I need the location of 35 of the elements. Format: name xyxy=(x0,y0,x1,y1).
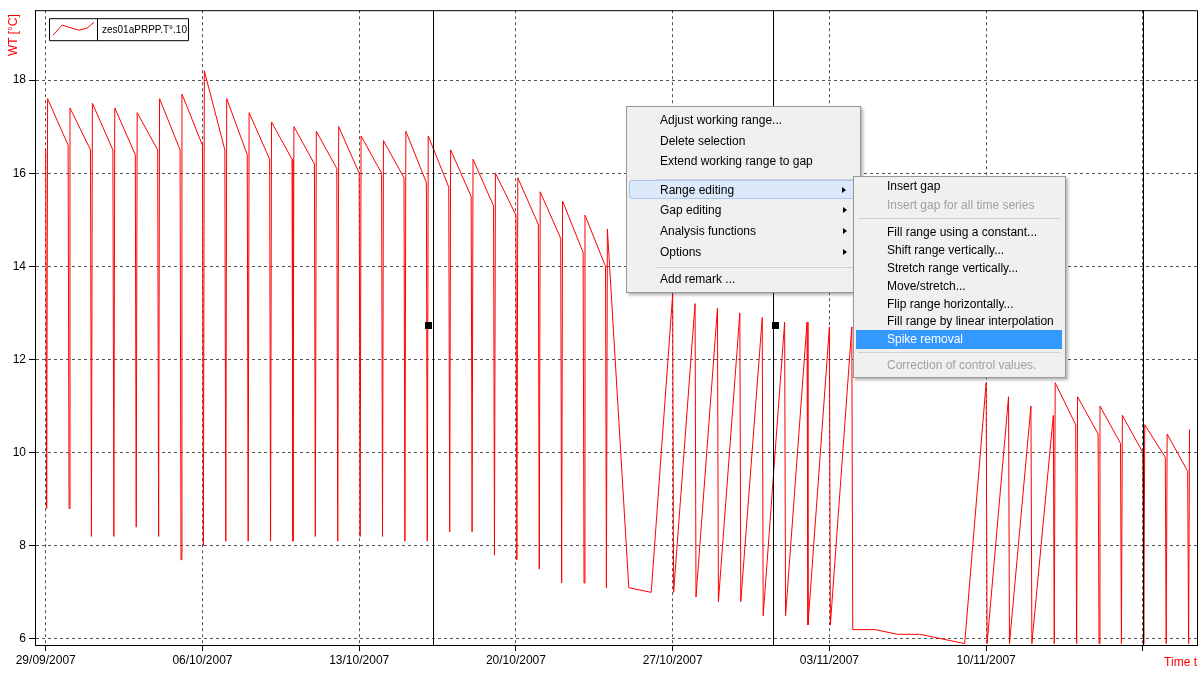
annotation: Gap editing xyxy=(659,202,723,219)
x-tick-label: 06/10/2007 xyxy=(172,652,233,667)
annotation: Delete selection xyxy=(659,133,747,150)
y-axis-title: WT [°C] xyxy=(6,14,21,57)
annotation: Range editing xyxy=(629,180,855,199)
annotation: Fill range by linear interpolation xyxy=(886,313,1055,330)
annotation: Adjust working range... xyxy=(659,112,784,129)
annotation: Extend working range to gap xyxy=(659,153,814,170)
y-tick-label: 10 xyxy=(12,444,27,459)
y-tick-label: 8 xyxy=(19,538,27,553)
annotation: Insert gap for all time series xyxy=(886,197,1036,214)
x-tick-label: 03/11/2007 xyxy=(799,652,860,667)
x-tick-label: 20/10/2007 xyxy=(485,652,547,667)
x-tick-label: 27/10/2007 xyxy=(642,652,704,667)
y-tick-label: 14 xyxy=(12,258,27,273)
annotation: Shift range vertically... xyxy=(886,242,1006,259)
y-tick-label: 16 xyxy=(12,165,27,180)
y-tick-label: 18 xyxy=(12,72,27,87)
annotation: Move/stretch... xyxy=(886,278,967,295)
x-tick-label: 29/09/2007 xyxy=(15,652,77,667)
x-tick-label: 10/11/2007 xyxy=(956,652,1017,667)
annotation: Stretch range vertically... xyxy=(886,260,1020,277)
annotation: Options xyxy=(659,244,703,261)
text: zes01aPRPP.T°.10 xyxy=(102,23,188,35)
annotation: Spike removal xyxy=(856,330,1062,349)
y-tick-label: 6 xyxy=(19,631,27,646)
annotation: Flip range horizontally... xyxy=(886,296,1015,313)
x-tick-label: 13/10/2007 xyxy=(329,652,390,667)
annotation: Insert gap xyxy=(886,178,942,195)
annotation: Fill range using a constant... xyxy=(886,224,1039,241)
annotation: Analysis functions xyxy=(659,223,758,240)
annotation: Add remark ... xyxy=(659,271,737,288)
x-axis-title: Time t xyxy=(1164,655,1198,670)
annotation: Correction of control values. xyxy=(886,357,1038,374)
y-tick-label: 12 xyxy=(12,351,27,366)
